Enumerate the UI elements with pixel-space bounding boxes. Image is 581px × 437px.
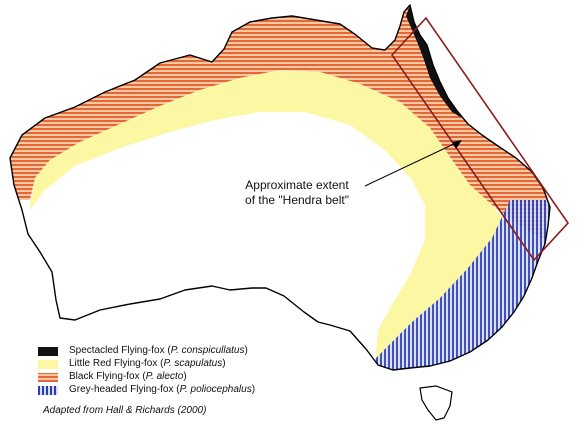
source-credit: Adapted from Hall & Richards (2000) — [43, 405, 207, 416]
legend-swatch-little-red — [38, 360, 58, 369]
legend-latin-name: P. alecto — [145, 371, 184, 382]
callout-line-2: of the "Hendra belt" — [245, 193, 349, 207]
legend-common-name: Little Red Flying-fox — [69, 358, 158, 369]
legend-common-name: Spectacled Flying-fox — [69, 345, 165, 356]
callout-arrow-head — [452, 140, 462, 149]
range-little-red-flying-fox — [30, 70, 506, 364]
range-spectacled-flying-fox — [406, 5, 462, 118]
tasmania — [419, 385, 453, 421]
legend-common-name: Black Flying-fox — [69, 371, 140, 382]
callout-line-1: Approximate extent — [245, 178, 349, 192]
legend-latin-name: P. poliocephalus — [179, 384, 252, 395]
legend-latin-name: P. conspicullatus — [170, 345, 245, 356]
hendra-belt-box — [390, 16, 570, 262]
legend-swatch-grey-headed — [38, 386, 58, 395]
hendra-belt-callout: Approximate extent of the "Hendra belt" — [222, 178, 372, 208]
legend-swatch-black — [38, 373, 58, 382]
legend-latin-name: P. scapulatus — [163, 358, 223, 369]
legend-common-name: Grey-headed Flying-fox — [69, 384, 174, 395]
legend-swatch-spectacled — [38, 347, 58, 356]
callout-arrow-line — [364, 141, 459, 187]
